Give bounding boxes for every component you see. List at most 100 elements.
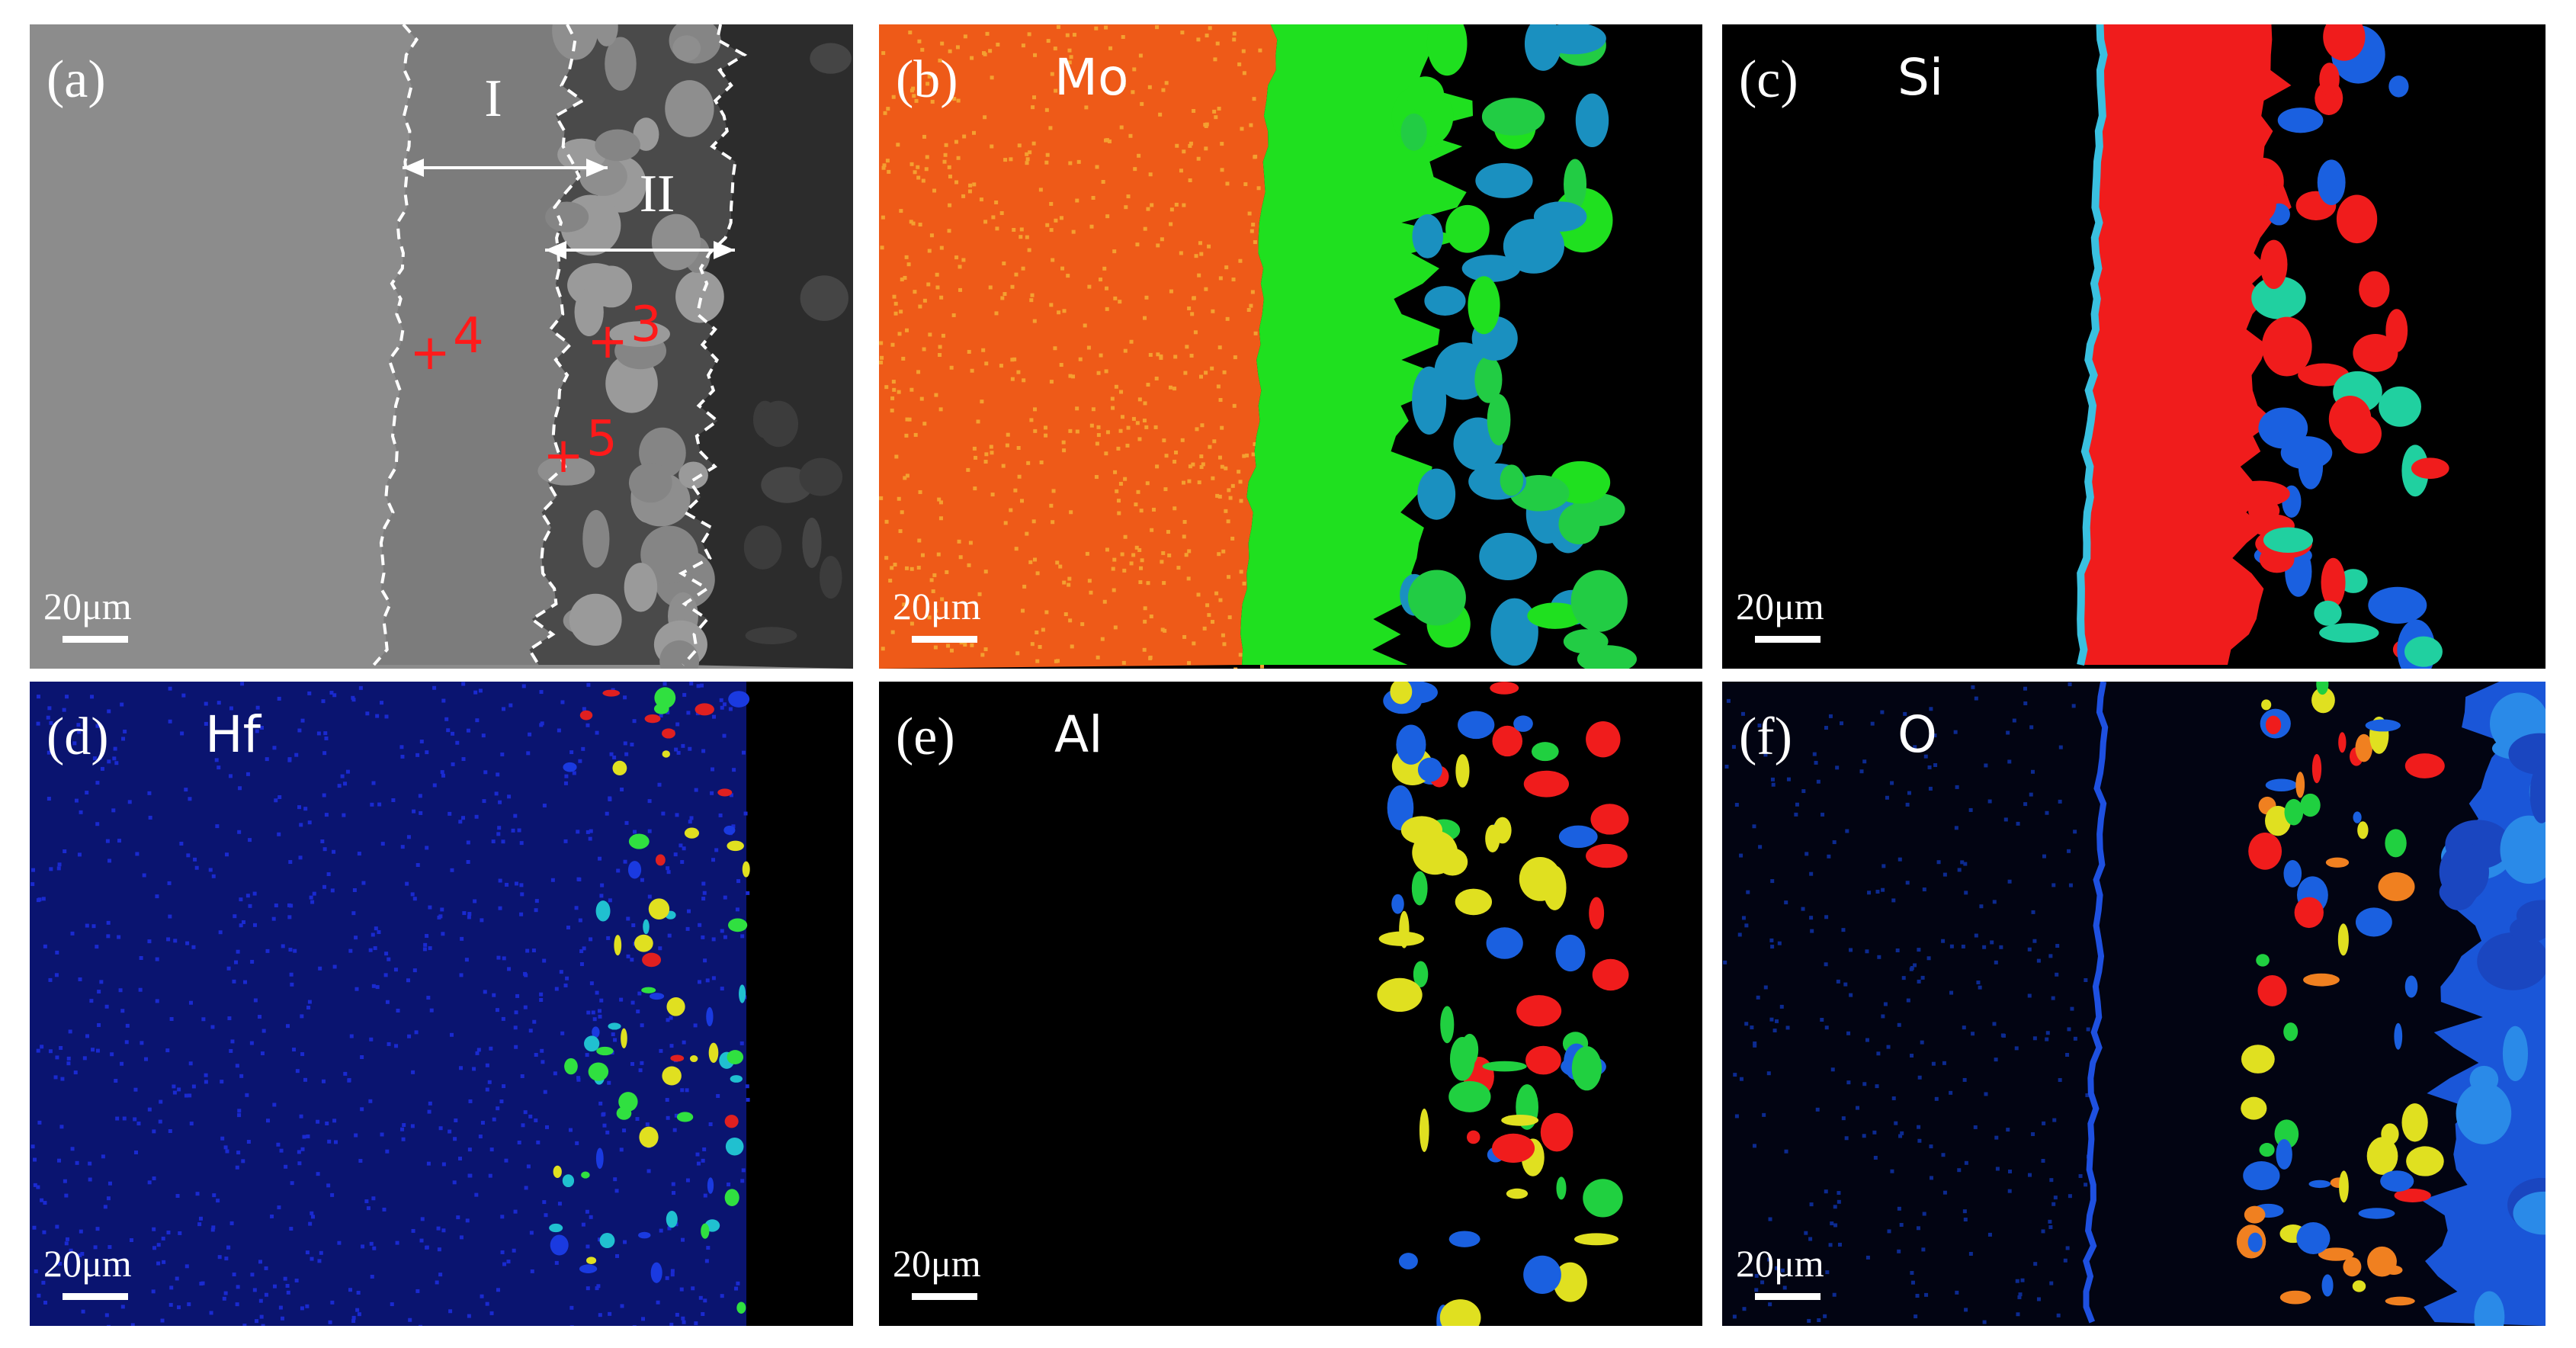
speckle (47, 797, 51, 801)
speckle (2045, 1037, 2049, 1041)
speckle (73, 1070, 78, 1075)
speckle (1763, 985, 1768, 990)
speckle (948, 49, 952, 53)
speckle (1881, 887, 1885, 892)
blob (2259, 1143, 2275, 1157)
speckle (1253, 331, 1258, 335)
speckle (1067, 60, 1072, 65)
speckle (2036, 958, 2041, 963)
speckle (1782, 1285, 1787, 1290)
speckle (1162, 438, 1166, 443)
speckle (1942, 1061, 1946, 1065)
speckle (1134, 545, 1139, 550)
blob (1424, 286, 1466, 316)
speckle (172, 1090, 177, 1095)
speckle (1890, 781, 1894, 785)
blob (628, 833, 650, 849)
zone-label: I (484, 69, 502, 128)
blob (2319, 623, 2379, 643)
speckle (1173, 460, 1177, 464)
speckle (666, 1018, 670, 1022)
speckle (927, 249, 932, 253)
speckle (106, 934, 111, 939)
speckle (1810, 929, 1814, 933)
speckle (881, 165, 886, 170)
speckle (100, 766, 104, 771)
blob (642, 952, 662, 968)
speckle (308, 1221, 313, 1226)
speckle (371, 984, 376, 988)
speckle (999, 364, 1003, 368)
speckle (1801, 789, 1806, 794)
speckle (2086, 1027, 2090, 1032)
speckle (1903, 711, 1907, 716)
speckle (1887, 1229, 1891, 1234)
speckle (666, 866, 670, 871)
speckle (1212, 439, 1217, 444)
speckle (680, 1088, 685, 1093)
speckle (37, 1293, 41, 1298)
speckle (310, 1211, 314, 1215)
speckle (422, 947, 427, 952)
speckle (626, 954, 630, 958)
blob (2508, 733, 2546, 775)
speckle (1131, 553, 1136, 557)
speckle (351, 1315, 356, 1320)
speckle (43, 1201, 47, 1205)
speckle (380, 1132, 384, 1137)
speckle (1164, 81, 1169, 85)
speckle (168, 914, 172, 919)
speckle (1227, 488, 1231, 493)
speckle (1963, 1218, 1968, 1222)
blob (2500, 815, 2546, 884)
speckle (925, 155, 929, 159)
speckle (881, 51, 886, 56)
speckle (299, 823, 303, 827)
speckle (226, 966, 231, 971)
speckle (685, 1088, 689, 1093)
speckle (37, 1120, 42, 1125)
speckle (95, 1227, 100, 1231)
speckle (1204, 146, 1208, 151)
blob (2339, 569, 2368, 593)
speckle (147, 1107, 152, 1112)
speckle (909, 566, 914, 571)
speckle (113, 746, 117, 751)
speckle (455, 740, 460, 745)
speckle (942, 159, 947, 164)
speckle (922, 422, 927, 426)
blob (2284, 798, 2304, 826)
speckle (954, 140, 958, 144)
speckle (1131, 90, 1135, 95)
speckle (559, 970, 563, 974)
speckle (165, 1048, 170, 1053)
speckle (928, 332, 932, 337)
speckle (736, 879, 741, 884)
speckle (91, 924, 96, 929)
speckle (1990, 940, 1994, 945)
speckle (968, 183, 973, 188)
speckle (1760, 1280, 1765, 1285)
speckle (1115, 489, 1119, 493)
speckle (1931, 1061, 1936, 1066)
speckle (2008, 1169, 2013, 1173)
blob (579, 1264, 598, 1273)
blob (595, 24, 618, 47)
speckle (2058, 799, 2062, 804)
speckle (348, 948, 353, 953)
speckle (1942, 872, 1947, 877)
blob (627, 861, 642, 879)
panel-image (1722, 682, 2546, 1326)
speckle (1733, 1073, 1737, 1077)
speckle (204, 701, 208, 706)
speckle (602, 1123, 607, 1128)
speckle (1025, 157, 1030, 162)
blob (552, 24, 598, 60)
speckle (1201, 462, 1205, 467)
speckle (935, 272, 939, 277)
speckle (585, 1209, 589, 1214)
speckle (139, 955, 143, 960)
speckle (1213, 57, 1217, 62)
speckle (1913, 745, 1917, 749)
speckle (1949, 944, 1954, 948)
